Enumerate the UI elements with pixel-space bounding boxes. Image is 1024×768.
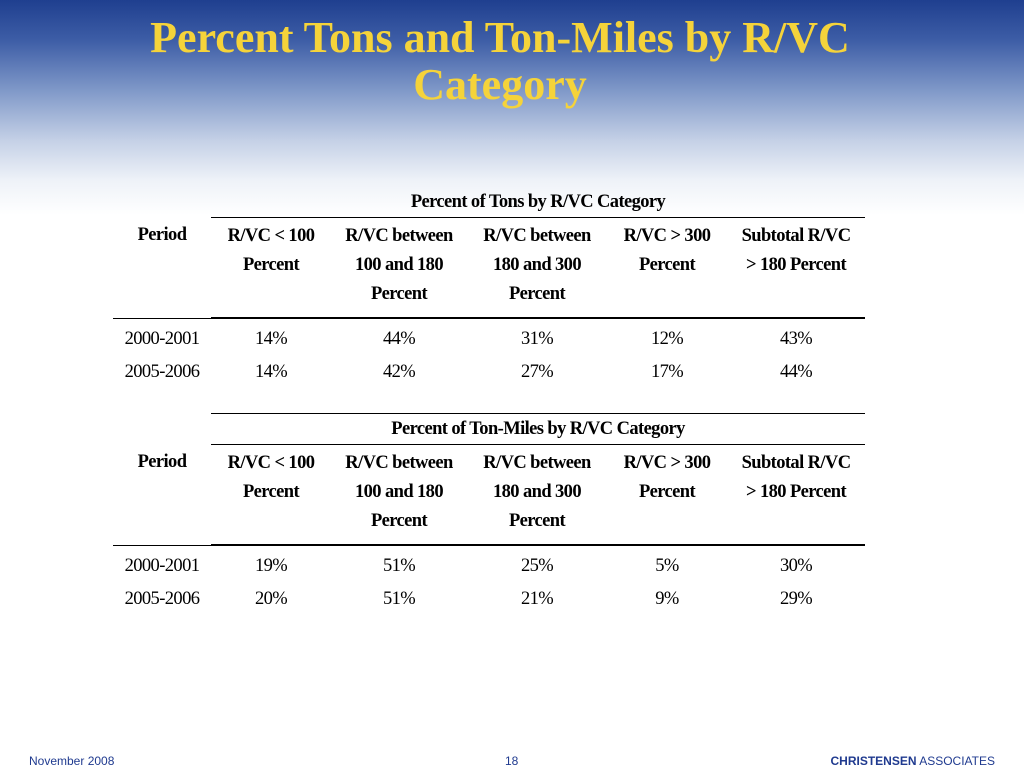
value-cell: 51%	[382, 589, 416, 609]
company-name-bold: CHRISTENSEN	[830, 754, 917, 768]
value-cell: 25%	[520, 556, 554, 576]
ton-miles-caption: Percent of Ton-Miles by R/VC Category	[211, 413, 866, 445]
ton-miles-col-header: R/VC < 100 Percent	[211, 444, 331, 545]
value-cell: 44%	[779, 362, 813, 382]
period-cell: 2005-2006	[124, 589, 200, 609]
value-cell: 19%	[254, 556, 288, 576]
ton-miles-period-header: Period	[137, 451, 187, 472]
table-row: 2005-2006 20% 51% 21% 9% 29%	[113, 583, 865, 616]
value-cell: 31%	[520, 329, 554, 349]
period-cell: 2000-2001	[124, 556, 200, 576]
tons-col-header: R/VC between 100 and 180 Percent	[331, 217, 467, 318]
value-cell: 9%	[655, 589, 679, 609]
value-cell: 51%	[382, 556, 416, 576]
slide-title: Percent Tons and Ton-Miles by R/VC Categ…	[0, 14, 1000, 108]
value-cell: 29%	[779, 589, 813, 609]
value-cell: 14%	[254, 329, 288, 349]
value-cell: 5%	[655, 556, 679, 576]
period-cell: 2005-2006	[124, 362, 200, 382]
tons-period-header: Period	[137, 225, 187, 245]
value-cell: 44%	[382, 329, 416, 349]
period-cell: 2000-2001	[124, 329, 200, 349]
table-row: 2000-2001 19% 51% 25% 5% 30%	[113, 546, 865, 584]
company-name: CHRISTENSEN ASSOCIATES	[831, 754, 995, 768]
tons-col-header: R/VC between 180 and 300 Percent	[467, 217, 607, 318]
table-row: 2000-2001 14% 44% 31% 12% 43%	[113, 319, 865, 357]
tons-col-header: Subtotal R/VC > 180 Percent	[727, 217, 866, 318]
tons-table: Period Percent of Tons by R/VC Category …	[113, 187, 866, 389]
value-cell: 14%	[254, 362, 288, 382]
slide-title-line2: Category	[413, 60, 587, 109]
ton-miles-col-header: R/VC between 100 and 180 Percent	[331, 444, 467, 545]
value-cell: 12%	[650, 329, 684, 349]
page-number: 18	[505, 754, 519, 768]
value-cell: 43%	[779, 329, 813, 349]
slide-title-line1: Percent Tons and Ton-Miles by R/VC	[150, 13, 850, 62]
ton-miles-col-header: R/VC between 180 and 300 Percent	[467, 444, 607, 545]
value-cell: 20%	[254, 589, 288, 609]
company-name-rest: ASSOCIATES	[916, 754, 995, 768]
footer-date: November 2008	[29, 754, 115, 768]
ton-miles-col-header: Subtotal R/VC > 180 Percent	[727, 444, 866, 545]
value-cell: 30%	[779, 556, 813, 576]
tons-col-header: R/VC > 300 Percent	[607, 217, 727, 318]
value-cell: 42%	[382, 362, 416, 382]
ton-miles-table: Period Percent of Ton-Miles by R/VC Cate…	[113, 413, 866, 616]
value-cell: 21%	[520, 589, 554, 609]
value-cell: 27%	[520, 362, 554, 382]
tons-col-header: R/VC < 100 Percent	[211, 217, 331, 318]
table-row: 2005-2006 14% 42% 27% 17% 44%	[113, 356, 865, 389]
ton-miles-col-header: R/VC > 300 Percent	[607, 444, 727, 545]
value-cell: 17%	[650, 362, 684, 382]
tons-caption: Percent of Tons by R/VC Category	[211, 187, 866, 218]
